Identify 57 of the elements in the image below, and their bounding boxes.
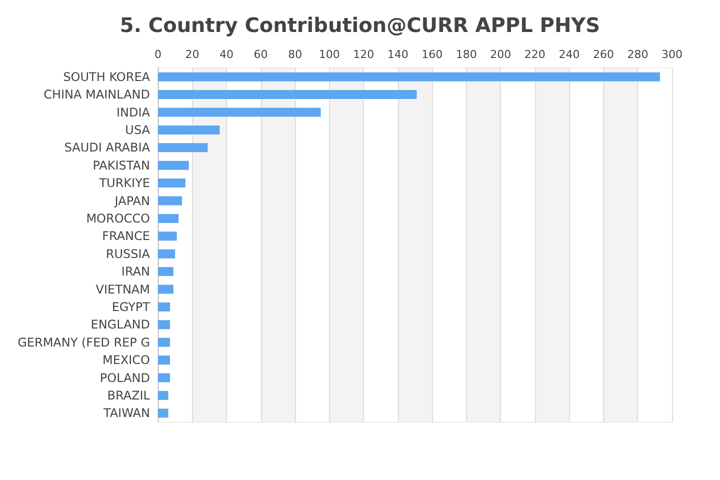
y-tick-label: TURKIYE — [98, 176, 150, 190]
y-tick-label: TAIWAN — [102, 406, 150, 420]
bar — [158, 249, 176, 258]
x-tick-label: 20 — [185, 48, 200, 61]
bar — [158, 178, 186, 188]
x-tick-label: 120 — [353, 48, 374, 61]
bar — [158, 160, 189, 170]
x-tick-label: 300 — [662, 48, 682, 61]
y-tick-label: IRAN — [121, 264, 150, 279]
bar — [158, 232, 177, 241]
y-tick-label: POLAND — [100, 370, 150, 385]
x-tick-label: 240 — [558, 48, 580, 61]
y-tick-label: RUSSIA — [106, 246, 151, 261]
y-tick-label: USA — [125, 122, 151, 137]
x-tick-label: 140 — [387, 48, 408, 61]
bar — [158, 196, 182, 206]
x-tick-label: 180 — [456, 48, 477, 61]
x-tick-label: 60 — [254, 48, 268, 61]
bar — [158, 302, 170, 312]
bar — [158, 390, 168, 400]
bar — [158, 373, 170, 382]
x-tick-label: 220 — [524, 48, 546, 61]
x-tick-label: 100 — [318, 48, 340, 61]
bar — [158, 214, 179, 223]
bar — [158, 408, 168, 418]
bar — [158, 72, 660, 82]
bar — [158, 320, 170, 330]
y-tick-label: GERMANY (FED REP G — [18, 335, 150, 350]
bar — [158, 284, 174, 294]
x-tick-label: 0 — [154, 48, 162, 61]
y-tick-label: VIETNAM — [96, 282, 150, 296]
chart-title: 5. Country Contribution@CURR APPL PHYS — [120, 13, 600, 37]
y-tick-label: SAUDI ARABIA — [64, 140, 151, 155]
x-tick-label: 200 — [490, 48, 512, 61]
x-tick-label: 260 — [592, 48, 614, 61]
y-tick-label: MEXICO — [102, 353, 150, 368]
y-tick-label: JAPAN — [114, 194, 150, 208]
y-tick-label: EGYPT — [112, 300, 151, 314]
bar — [158, 338, 170, 347]
y-tick-label: BRAZIL — [107, 388, 150, 402]
bar — [158, 267, 174, 276]
bar — [158, 143, 208, 152]
x-tick-label: 40 — [220, 48, 234, 61]
x-tick-label: 280 — [627, 48, 648, 61]
y-tick-label: FRANCE — [102, 229, 150, 244]
bar — [158, 90, 417, 100]
x-tick-label: 80 — [288, 48, 302, 61]
y-tick-label: SOUTH KOREA — [63, 70, 151, 84]
y-tick-label: PAKISTAN — [92, 158, 150, 172]
bar — [158, 125, 220, 134]
y-tick-label: INDIA — [116, 105, 151, 120]
x-tick-label: 160 — [422, 48, 443, 61]
y-tick-label: MOROCCO — [86, 211, 150, 226]
y-tick-label: ENGLAND — [90, 318, 150, 332]
y-tick-label: CHINA MAINLAND — [44, 88, 150, 102]
bar — [158, 356, 170, 365]
bar — [158, 108, 321, 117]
